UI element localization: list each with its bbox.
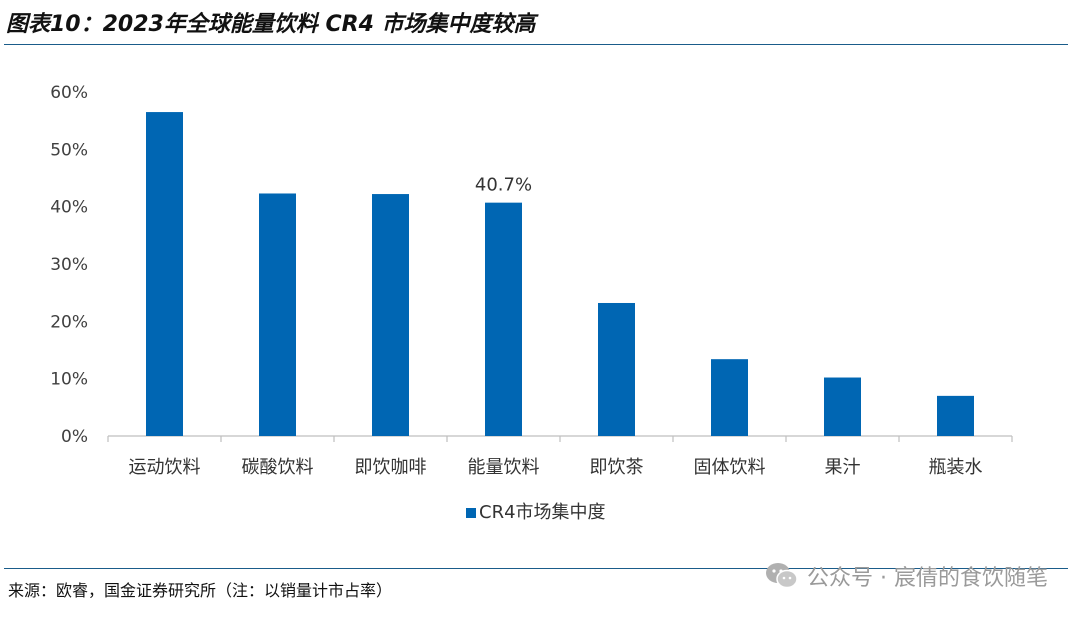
bar [824, 377, 861, 436]
y-tick-label: 60% [50, 83, 88, 103]
x-tick-label: 运动饮料 [129, 457, 201, 478]
x-tick-label: 瓶装水 [929, 457, 983, 478]
bar [372, 194, 409, 436]
y-tick-label: 0% [61, 427, 88, 447]
x-tick-label: 能量饮料 [468, 457, 540, 478]
x-axis-labels: 运动饮料 碳酸饮料 即饮咖啡 能量饮料 即饮茶 固体饮料 果汁 瓶装水 [129, 457, 983, 478]
y-tick-label: 30% [50, 255, 88, 275]
bar-chart: 0% 10% 20% 30% 40% 50% 60% 运动饮料 碳酸饮料 即饮咖啡 能量饮料 即饮茶… [50, 83, 1013, 523]
watermark: 公众号 · 宸倩的食饮随笔 [765, 560, 1048, 592]
source-note: 来源：欧睿，国金证券研究所（注：以销量计市占率） [8, 581, 393, 600]
y-tick-label: 20% [50, 312, 88, 332]
y-tick-label: 50% [50, 140, 88, 160]
x-tick-label: 固体饮料 [694, 457, 766, 478]
x-tick-label: 果汁 [825, 457, 861, 478]
bar [485, 202, 522, 436]
x-tick-label: 即饮咖啡 [355, 457, 427, 478]
legend: CR4市场集中度 [466, 502, 606, 523]
y-tick-label: 40% [50, 198, 88, 218]
data-labels: 40.7% [475, 175, 532, 196]
x-tick-label: 碳酸饮料 [242, 457, 314, 478]
bar [598, 302, 635, 436]
bar [937, 395, 974, 436]
bars [146, 112, 974, 437]
x-tick-label: 即饮茶 [590, 457, 644, 478]
chart-title: 图表10：2023年全球能量饮料 CR4 市场集中度较高 [6, 12, 536, 37]
bar [146, 112, 183, 437]
wechat-icon [766, 563, 798, 589]
legend-label: CR4市场集中度 [479, 502, 606, 523]
footer-divider [4, 568, 1068, 569]
watermark-text: 公众号 · 宸倩的食饮随笔 [807, 566, 1048, 591]
x-axis-tickmarks [107, 436, 1013, 442]
bar [259, 193, 296, 436]
title-divider [4, 44, 1068, 45]
y-axis-ticks: 0% 10% 20% 30% 40% 50% 60% [50, 83, 88, 447]
data-label: 40.7% [475, 175, 532, 196]
y-tick-label: 10% [50, 370, 88, 390]
legend-swatch [466, 508, 476, 518]
bar [711, 359, 748, 436]
